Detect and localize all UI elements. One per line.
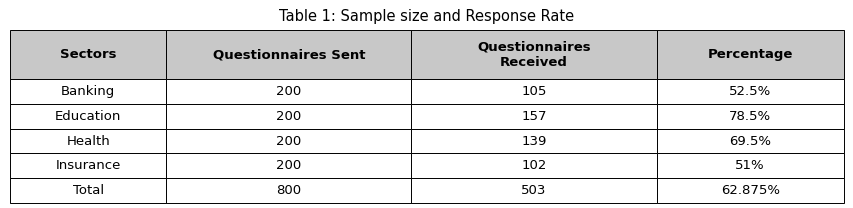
Text: Questionnaires
Received: Questionnaires Received <box>477 41 590 69</box>
Text: 200: 200 <box>276 85 301 98</box>
Text: Health: Health <box>67 135 110 148</box>
Text: Sectors: Sectors <box>60 48 116 61</box>
Text: 62.875%: 62.875% <box>720 184 779 197</box>
Text: 69.5%: 69.5% <box>728 135 770 148</box>
Bar <box>656 178 843 203</box>
Bar <box>411 79 656 104</box>
Bar <box>411 104 656 129</box>
Bar <box>411 178 656 203</box>
Text: Questionnaires Sent: Questionnaires Sent <box>212 48 364 61</box>
Text: 200: 200 <box>276 110 301 123</box>
Text: Insurance: Insurance <box>55 159 121 172</box>
Bar <box>166 79 411 104</box>
Text: Total: Total <box>73 184 104 197</box>
Bar <box>656 79 843 104</box>
Bar <box>166 154 411 178</box>
Text: 157: 157 <box>520 110 546 123</box>
Text: Table 1: Sample size and Response Rate: Table 1: Sample size and Response Rate <box>279 9 574 24</box>
Text: 52.5%: 52.5% <box>728 85 770 98</box>
Bar <box>656 154 843 178</box>
Bar <box>411 30 656 79</box>
Text: Percentage: Percentage <box>706 48 792 61</box>
Bar <box>656 104 843 129</box>
Text: 105: 105 <box>520 85 546 98</box>
Text: Banking: Banking <box>61 85 115 98</box>
Bar <box>10 104 166 129</box>
Bar <box>10 129 166 154</box>
Bar <box>166 178 411 203</box>
Bar <box>166 30 411 79</box>
Text: 78.5%: 78.5% <box>728 110 770 123</box>
Text: 200: 200 <box>276 135 301 148</box>
Text: 51%: 51% <box>734 159 764 172</box>
Bar <box>166 129 411 154</box>
Text: 139: 139 <box>520 135 546 148</box>
Bar <box>10 154 166 178</box>
Bar <box>10 30 166 79</box>
Text: 503: 503 <box>520 184 546 197</box>
Text: Education: Education <box>55 110 121 123</box>
Bar <box>10 178 166 203</box>
Bar <box>166 104 411 129</box>
Text: 200: 200 <box>276 159 301 172</box>
Bar <box>411 154 656 178</box>
Bar <box>411 129 656 154</box>
Bar <box>656 30 843 79</box>
Bar <box>10 79 166 104</box>
Text: 102: 102 <box>520 159 546 172</box>
Text: 800: 800 <box>276 184 301 197</box>
Bar <box>656 129 843 154</box>
